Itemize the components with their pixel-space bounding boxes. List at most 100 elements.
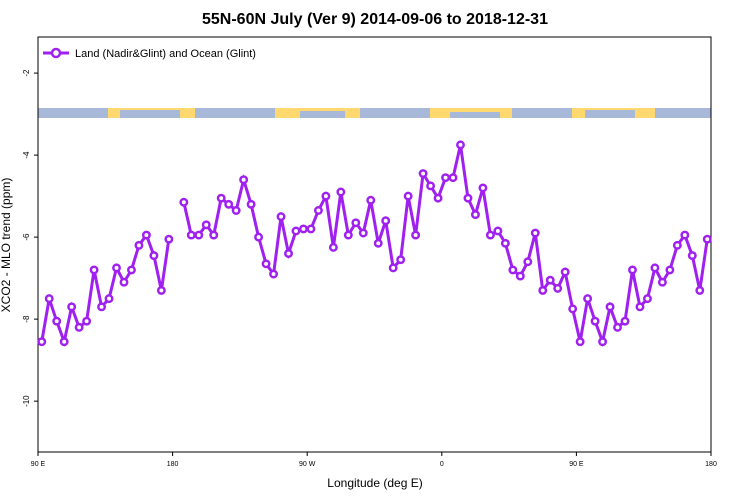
- data-point: [141, 230, 151, 240]
- y-tick-label: -10: [22, 395, 31, 407]
- data-point: [508, 265, 518, 275]
- data-point: [500, 238, 510, 248]
- data-point: [538, 285, 548, 295]
- data-point: [201, 220, 211, 230]
- data-point: [695, 285, 705, 295]
- data-point: [67, 302, 77, 312]
- data-point: [478, 183, 488, 193]
- data-point: [620, 316, 630, 326]
- data-point: [291, 226, 301, 236]
- x-tick-label: 90 W: [299, 461, 316, 468]
- data-point: [560, 267, 570, 277]
- data-point: [119, 277, 129, 287]
- data-point: [52, 316, 62, 326]
- data-point: [156, 285, 166, 295]
- data-point: [246, 199, 256, 209]
- data-point: [366, 195, 376, 205]
- y-tick-label: -8: [22, 315, 31, 323]
- data-point: [493, 226, 503, 236]
- data-point: [441, 173, 450, 183]
- data-point: [306, 224, 316, 234]
- data-point: [448, 173, 458, 183]
- data-point: [44, 294, 54, 304]
- data-point: [642, 294, 652, 304]
- data-point: [657, 277, 667, 287]
- data-point: [261, 259, 271, 269]
- data-point: [112, 263, 121, 273]
- data-point: [433, 193, 443, 203]
- data-point: [149, 251, 159, 261]
- data-point: [687, 251, 697, 261]
- data-point: [299, 224, 308, 234]
- data-point: [209, 230, 219, 240]
- data-point: [276, 212, 286, 222]
- data-point: [381, 216, 391, 226]
- x-axis-label: Longitude (deg E): [327, 476, 422, 490]
- x-tick-label: 90 E: [31, 461, 46, 468]
- data-point: [59, 337, 69, 347]
- data-point: [373, 238, 383, 248]
- data-point: [328, 242, 338, 252]
- data-point: [313, 206, 323, 215]
- data-point: [515, 271, 525, 281]
- legend-label: Land (Nadir&Glint) and Ocean (Glint): [75, 48, 256, 60]
- data-point: [396, 255, 406, 265]
- data-point: [568, 304, 578, 314]
- data-point: [598, 337, 608, 347]
- y-tick-label: -6: [22, 233, 31, 241]
- data-point: [351, 218, 361, 228]
- data-point: [456, 140, 465, 150]
- x-tick-label: 180: [705, 461, 717, 468]
- x-tick-label: 180: [167, 461, 179, 468]
- data-point: [127, 265, 136, 275]
- data-point: [284, 249, 293, 258]
- data-point: [164, 234, 174, 244]
- data-point: [575, 337, 585, 347]
- x-tick-label: 0: [440, 461, 444, 468]
- data-point: [321, 191, 331, 201]
- data-point: [672, 240, 682, 250]
- y-axis-label: XCO2 - MLO trend (ppm): [0, 178, 13, 313]
- data-point: [583, 294, 593, 304]
- data-point: [216, 193, 226, 203]
- data-point: [553, 283, 563, 293]
- data-point: [82, 316, 92, 326]
- data-point: [186, 230, 196, 240]
- data-point: [343, 230, 353, 240]
- data-point: [523, 257, 533, 267]
- data-point: [605, 302, 615, 312]
- data-point: [418, 169, 428, 179]
- legend-marker: [50, 47, 62, 59]
- data-point: [89, 265, 99, 275]
- data-point: [411, 230, 421, 240]
- data-point: [231, 206, 241, 215]
- data-point: [613, 322, 622, 332]
- data-point: [530, 228, 540, 238]
- data-point: [650, 263, 660, 273]
- data-point: [269, 269, 278, 279]
- y-tick-label: -4: [22, 151, 31, 159]
- map-strip: [38, 108, 711, 118]
- data-point: [134, 240, 144, 250]
- data-point: [635, 302, 645, 312]
- data-point: [336, 187, 346, 197]
- data-point: [403, 191, 413, 201]
- chart-title: 55N-60N July (Ver 9) 2014-09-06 to 2018-…: [202, 11, 548, 28]
- data-point: [254, 232, 264, 242]
- data-point: [680, 230, 690, 240]
- data-point: [545, 275, 555, 285]
- data-point: [590, 316, 600, 326]
- data-point: [628, 265, 637, 275]
- data-point: [388, 263, 398, 273]
- data-point: [179, 197, 189, 207]
- data-point: [37, 337, 47, 347]
- x-tick-label: 90 E: [569, 461, 584, 468]
- data-point: [194, 230, 204, 240]
- y-tick-label: -2: [22, 69, 31, 77]
- data-point: [224, 199, 234, 209]
- data-point: [426, 181, 436, 191]
- data-point: [358, 228, 368, 238]
- data-point: [471, 210, 480, 220]
